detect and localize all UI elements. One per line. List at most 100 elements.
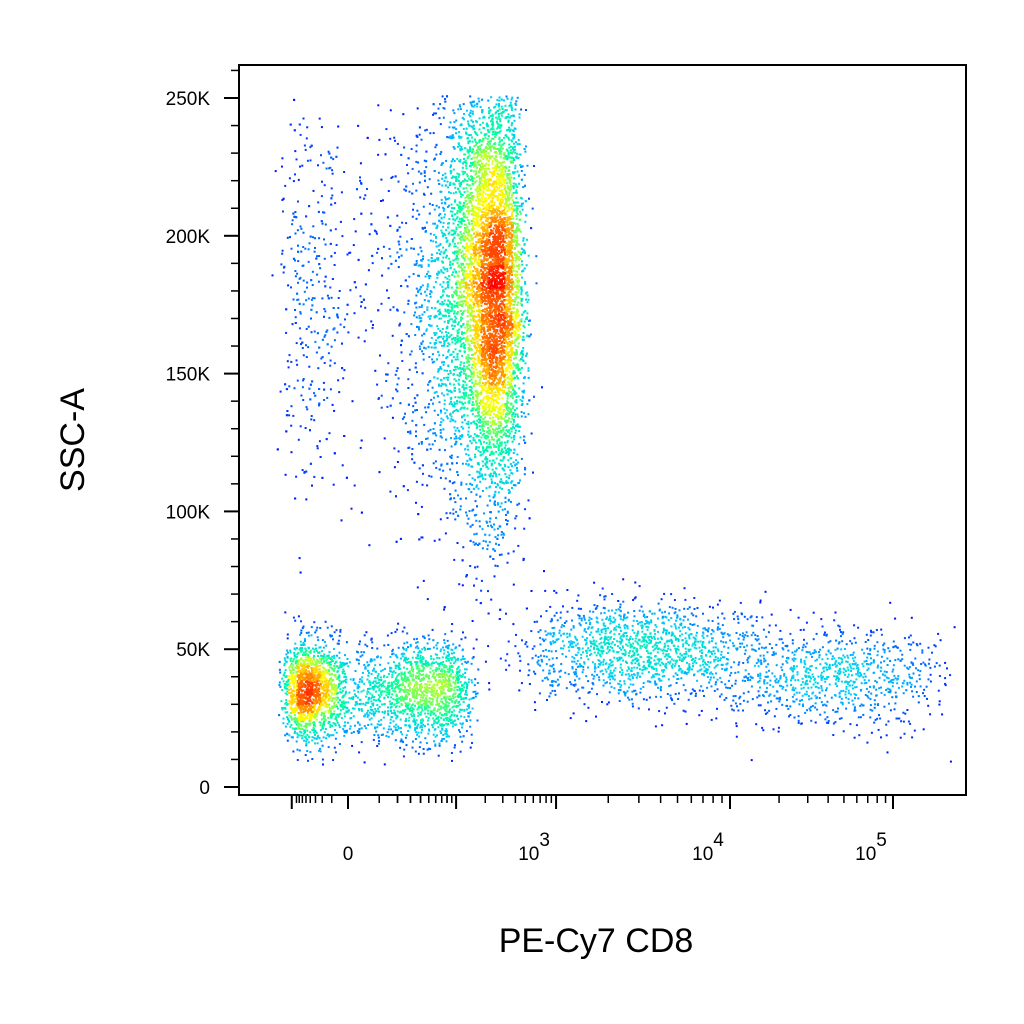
data-point xyxy=(519,273,522,276)
data-point xyxy=(353,484,356,487)
data-point xyxy=(492,167,495,170)
data-point xyxy=(474,160,477,163)
data-point xyxy=(487,366,490,369)
data-point xyxy=(450,176,453,179)
data-point xyxy=(506,434,509,437)
data-point xyxy=(446,254,448,257)
data-point xyxy=(305,299,308,302)
data-point xyxy=(506,409,509,412)
data-point xyxy=(397,377,400,380)
data-point xyxy=(476,302,478,305)
data-point xyxy=(480,443,483,446)
data-point xyxy=(511,385,514,388)
data-point xyxy=(479,316,482,319)
data-point xyxy=(489,472,492,475)
data-point xyxy=(474,390,477,393)
data-point xyxy=(476,395,479,398)
data-point xyxy=(504,382,507,385)
data-point xyxy=(505,320,508,323)
data-point xyxy=(416,371,418,374)
data-point xyxy=(444,184,447,187)
data-point xyxy=(506,195,509,198)
data-point xyxy=(516,296,519,299)
data-point xyxy=(301,164,304,167)
data-point xyxy=(527,367,530,370)
data-point xyxy=(493,495,496,498)
data-point xyxy=(492,131,494,133)
data-point xyxy=(462,386,465,389)
data-point xyxy=(467,712,470,715)
data-point xyxy=(493,308,496,311)
data-point xyxy=(419,286,422,289)
data-point xyxy=(496,565,499,568)
data-point xyxy=(457,223,459,226)
data-point xyxy=(503,99,505,102)
data-point xyxy=(448,231,451,234)
data-point xyxy=(488,441,491,444)
data-point xyxy=(501,209,504,212)
data-point xyxy=(479,246,482,249)
data-point xyxy=(428,443,431,446)
data-point xyxy=(470,298,473,301)
data-point xyxy=(481,374,484,377)
data-point xyxy=(487,181,490,184)
data-point xyxy=(290,247,293,250)
data-point xyxy=(460,425,463,428)
data-point xyxy=(516,377,519,380)
data-point xyxy=(476,403,478,406)
data-point xyxy=(494,235,497,238)
data-point xyxy=(479,373,481,376)
data-point xyxy=(506,366,509,369)
data-point xyxy=(461,166,464,169)
data-point xyxy=(433,332,436,334)
data-point xyxy=(416,136,419,138)
data-point xyxy=(458,583,461,586)
data-point xyxy=(499,259,502,262)
data-point xyxy=(459,185,461,187)
data-point xyxy=(462,238,465,241)
data-point xyxy=(446,369,449,372)
data-point xyxy=(478,471,481,474)
data-point xyxy=(309,159,312,162)
data-point xyxy=(507,453,510,456)
data-point xyxy=(459,148,462,150)
data-point xyxy=(465,167,468,170)
data-point xyxy=(496,440,499,443)
data-point xyxy=(412,405,415,408)
data-point xyxy=(501,404,504,407)
data-point xyxy=(513,142,516,145)
data-point xyxy=(332,158,335,161)
data-point xyxy=(458,283,461,286)
data-point xyxy=(510,436,513,439)
data-point xyxy=(418,314,421,317)
data-point xyxy=(427,389,429,392)
data-point xyxy=(506,284,508,287)
data-point xyxy=(455,379,458,382)
data-point xyxy=(308,365,311,368)
data-point xyxy=(440,335,443,338)
data-point xyxy=(434,439,436,442)
data-point xyxy=(504,253,506,256)
data-point xyxy=(452,251,455,254)
data-point xyxy=(497,123,500,126)
data-point xyxy=(430,475,433,478)
data-point xyxy=(513,357,515,360)
data-point xyxy=(443,207,446,210)
data-point xyxy=(509,247,512,250)
data-point xyxy=(466,203,469,206)
data-point xyxy=(535,255,538,258)
data-point xyxy=(475,401,478,404)
data-point xyxy=(458,437,460,440)
data-point xyxy=(504,315,507,318)
data-point xyxy=(509,245,512,248)
data-point xyxy=(476,149,478,152)
data-point xyxy=(503,240,506,243)
data-point xyxy=(496,356,499,359)
data-point xyxy=(385,380,388,382)
data-point xyxy=(498,354,501,357)
data-point xyxy=(479,351,481,354)
data-point xyxy=(454,396,457,399)
data-point xyxy=(484,478,487,481)
data-point xyxy=(496,98,499,101)
data-point xyxy=(313,419,316,422)
